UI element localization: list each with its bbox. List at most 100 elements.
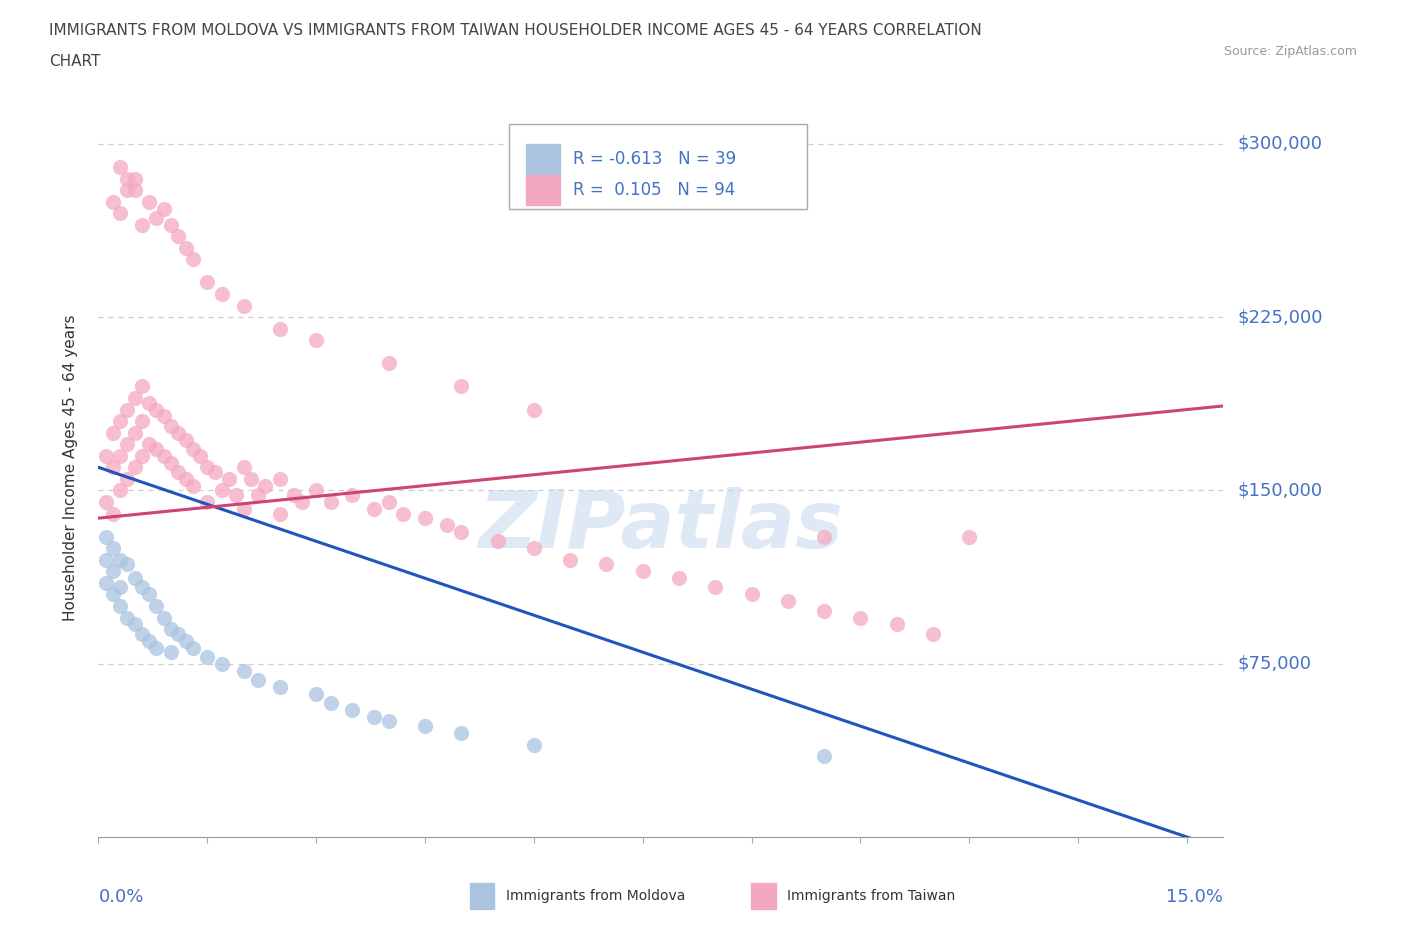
Point	[101, 425, 124, 440]
Point	[138, 437, 160, 452]
Point	[167, 626, 190, 641]
Point	[232, 663, 254, 678]
Point	[195, 460, 218, 474]
Point	[131, 414, 153, 429]
Point	[138, 194, 160, 209]
Point	[704, 580, 727, 595]
Point	[124, 182, 146, 197]
Point	[101, 506, 124, 521]
Point	[225, 487, 247, 502]
Point	[101, 460, 124, 474]
Text: R =  0.105   N = 94: R = 0.105 N = 94	[574, 181, 735, 199]
Point	[957, 529, 980, 544]
Point	[167, 229, 190, 244]
Point	[291, 495, 314, 510]
Point	[117, 182, 139, 197]
Point	[377, 714, 399, 729]
Point	[181, 640, 204, 655]
Point	[117, 472, 139, 486]
Point	[377, 356, 399, 371]
Point	[413, 719, 436, 734]
Point	[232, 501, 254, 516]
Point	[145, 210, 167, 225]
Point	[101, 564, 124, 578]
Text: Immigrants from Taiwan: Immigrants from Taiwan	[787, 889, 955, 903]
Point	[145, 599, 167, 614]
Point	[94, 576, 117, 591]
Point	[195, 495, 218, 510]
Point	[211, 657, 233, 671]
Point	[211, 483, 233, 498]
Point	[195, 275, 218, 290]
Point	[269, 472, 291, 486]
Point	[124, 425, 146, 440]
Point	[108, 599, 131, 614]
Point	[486, 534, 509, 549]
Point	[124, 171, 146, 186]
Point	[181, 252, 204, 267]
Point	[94, 448, 117, 463]
Point	[558, 552, 581, 567]
Point	[152, 409, 174, 424]
Point	[363, 710, 385, 724]
Text: $300,000: $300,000	[1237, 135, 1322, 153]
Point	[254, 478, 277, 493]
Point	[922, 626, 945, 641]
Point	[117, 402, 139, 417]
Point	[283, 487, 305, 502]
Text: Immigrants from Moldova: Immigrants from Moldova	[506, 889, 685, 903]
Point	[101, 540, 124, 555]
Text: 0.0%: 0.0%	[98, 888, 143, 906]
Point	[305, 686, 328, 701]
Bar	[751, 883, 776, 909]
Text: $225,000: $225,000	[1237, 308, 1323, 326]
Point	[849, 610, 872, 625]
Point	[813, 529, 835, 544]
Point	[117, 437, 139, 452]
Point	[167, 425, 190, 440]
Point	[450, 379, 472, 394]
Point	[363, 501, 385, 516]
Point	[239, 472, 262, 486]
Point	[138, 633, 160, 648]
Point	[160, 621, 183, 636]
Point	[152, 448, 174, 463]
Point	[813, 749, 835, 764]
Point	[124, 391, 146, 405]
Point	[124, 571, 146, 586]
Point	[117, 610, 139, 625]
Text: $150,000: $150,000	[1237, 482, 1322, 499]
Point	[188, 448, 211, 463]
Point	[195, 649, 218, 664]
Point	[413, 511, 436, 525]
Point	[117, 557, 139, 572]
Point	[152, 201, 174, 216]
Point	[392, 506, 415, 521]
Point	[269, 680, 291, 695]
Point	[174, 472, 197, 486]
Point	[160, 218, 183, 232]
Point	[145, 442, 167, 457]
Point	[108, 580, 131, 595]
Point	[145, 640, 167, 655]
Point	[108, 414, 131, 429]
Point	[174, 633, 197, 648]
Point	[131, 626, 153, 641]
Point	[124, 460, 146, 474]
Point	[319, 495, 342, 510]
Point	[117, 171, 139, 186]
Point	[131, 379, 153, 394]
Point	[94, 495, 117, 510]
Point	[813, 604, 835, 618]
Point	[108, 160, 131, 175]
Point	[94, 529, 117, 544]
Point	[342, 702, 364, 717]
Y-axis label: Householder Income Ages 45 - 64 years: Householder Income Ages 45 - 64 years	[63, 314, 77, 620]
Text: IMMIGRANTS FROM MOLDOVA VS IMMIGRANTS FROM TAIWAN HOUSEHOLDER INCOME AGES 45 - 6: IMMIGRANTS FROM MOLDOVA VS IMMIGRANTS FR…	[49, 23, 981, 38]
Point	[108, 206, 131, 220]
Point	[131, 218, 153, 232]
Point	[218, 472, 240, 486]
Text: R = -0.613   N = 39: R = -0.613 N = 39	[574, 150, 737, 168]
Point	[305, 483, 328, 498]
Point	[181, 478, 204, 493]
